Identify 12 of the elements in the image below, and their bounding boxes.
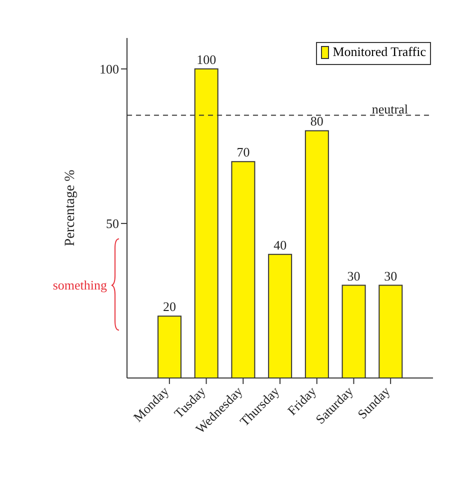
y-axis-title: Percentage % [62,169,78,246]
data-label: 40 [274,237,287,252]
data-label: 20 [163,299,176,314]
data-label: 30 [384,268,398,284]
legend-label: Monitored Traffic [332,44,426,60]
data-label: 100 [196,52,216,67]
data-label: 30 [347,268,360,284]
y-tick-label: 50 [106,216,119,232]
text: something [52,277,108,292]
data-label: 70 [236,144,250,160]
ref-line-label: neutral [372,102,408,117]
data-label: 80 [310,114,324,129]
